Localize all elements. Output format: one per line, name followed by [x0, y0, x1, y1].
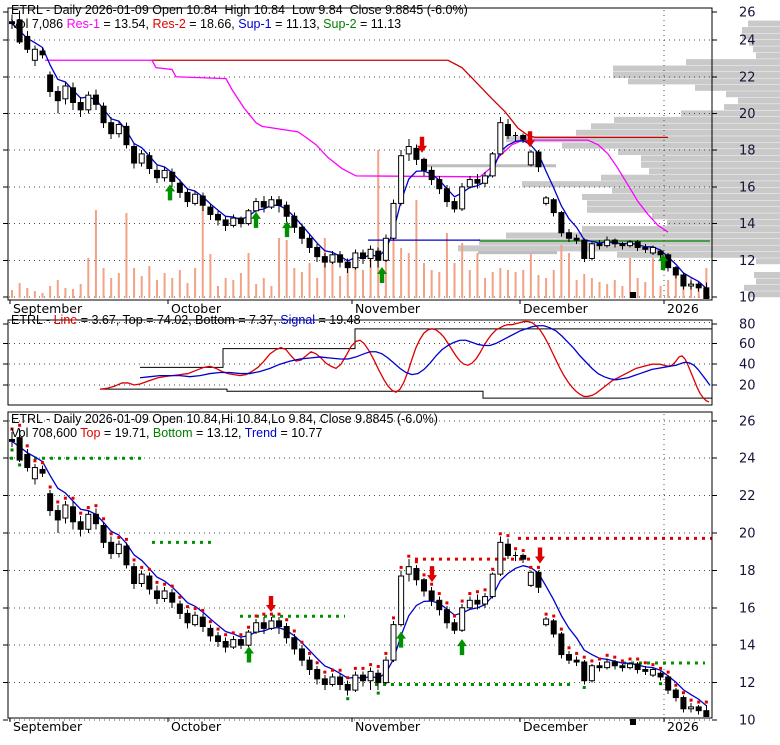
y-axis-label: 10 [739, 291, 756, 306]
indicator-text-part: Trend [244, 426, 277, 440]
y-axis-label: 20 [739, 379, 756, 394]
axis-square-marker [630, 719, 636, 725]
candlesticks [9, 10, 710, 299]
indicator-text-part: = 19.71, [100, 426, 153, 440]
volume-by-price-profile [458, 20, 780, 298]
x-axis: September October November December 2026 [9, 300, 699, 316]
x-axis-month-label: October [171, 301, 222, 316]
candlesticks [9, 428, 710, 717]
x-axis-month-label: October [171, 719, 222, 734]
oscillator-line [99, 320, 710, 403]
y-axis-label: 40 [739, 358, 756, 373]
x-axis-month-label: September [13, 301, 83, 316]
sell-signal-arrows [266, 547, 545, 613]
y-axis-label: 24 [739, 34, 756, 49]
top-panel-title: ETRL - Daily 2026-01-09 Open 10.84 High … [11, 3, 468, 17]
y-axis-label: 80 [739, 318, 756, 333]
y-axis: 80 60 40 20 [3, 318, 756, 394]
y-axis-label: 12 [739, 676, 756, 691]
oscillator-signal [139, 325, 711, 386]
buy-signal-arrows [244, 631, 467, 663]
buy-signal-arrows [165, 184, 668, 283]
indicator-text-part: Signal [280, 313, 316, 327]
oscillator-panel[interactable]: 80 60 40 20 [3, 318, 756, 406]
indicator-text-part: Sup-2 [323, 17, 357, 31]
indicator-text-part: = 10.77 [276, 426, 323, 440]
x-axis-month-label: December [523, 301, 589, 316]
axis-square-marker [630, 292, 636, 298]
y-axis-label: 20 [739, 527, 756, 542]
y-axis-label: 22 [739, 489, 756, 504]
x-axis-month-label: November [355, 301, 421, 316]
y-axis: 26 24 22 20 18 16 14 12 10 [3, 414, 756, 729]
y-axis-label: 26 [739, 414, 756, 429]
y-axis-label: 24 [739, 452, 756, 467]
y-axis-label: 18 [739, 564, 756, 579]
trend-line [11, 440, 707, 707]
gridlines [9, 322, 711, 386]
x-axis-month-label: November [355, 719, 421, 734]
low-price-markers [10, 448, 663, 701]
indicator-text-part: Bottom [152, 426, 193, 440]
y-axis: 26 24 22 20 18 16 14 12 10 [3, 6, 756, 306]
indicator-text-part: Vol 708,600 [11, 426, 81, 440]
sell-signal-arrows [417, 131, 535, 153]
volume-bars [11, 150, 708, 298]
x-axis-month-label: 2026 [667, 301, 699, 316]
indicator-text-part: ETRL - [11, 313, 54, 327]
y-axis-label: 16 [739, 601, 756, 616]
indicator-text-part: = 3.67, Top = 74.02, Bottom = 7.37, [77, 313, 281, 327]
y-axis-label: 22 [739, 70, 756, 85]
y-axis-label: 26 [739, 6, 756, 21]
y-axis-label: 16 [739, 180, 756, 195]
y-axis-label: 10 [739, 714, 756, 729]
x-axis-month-label: 2026 [667, 719, 699, 734]
y-axis-label: 20 [739, 107, 756, 122]
top-band [140, 328, 712, 368]
x-axis: September October November December 2026 [9, 718, 699, 734]
price-chart-panel-lower[interactable]: 26 24 22 20 18 16 14 12 10 September October Novemb… [3, 411, 756, 734]
bottom-band [100, 388, 712, 399]
x-axis-month-label: December [523, 719, 589, 734]
middle-panel-title: ETRL - Line = 3.67, Top = 74.02, Bottom … [11, 313, 361, 327]
indicator-text-part: = 19.48 [315, 313, 361, 327]
indicator-text-part: = 13.54, [99, 17, 153, 31]
indicator-text-part: Vol 7,086 [11, 17, 67, 31]
x-axis-month-label: September [13, 719, 83, 734]
y-axis-label: 12 [739, 254, 756, 269]
high-price-markers [10, 423, 708, 704]
price-chart-panel-daily[interactable]: 26 24 22 20 18 16 14 12 10 September October Novemb… [3, 6, 780, 317]
indicator-text-part: Line [53, 313, 78, 327]
bottom-panel-title: ETRL - Daily 2026-01-09 Open 10.84,Hi 10… [11, 412, 438, 426]
y-axis-label: 14 [739, 639, 756, 654]
resistance-1-line [45, 59, 669, 233]
indicator-text-part: = 11.13, [271, 17, 324, 31]
indicator-text-part: Res-1 [66, 17, 100, 31]
indicator-text-part: Top [80, 426, 101, 440]
indicator-text-part: = 11.13 [356, 17, 402, 31]
indicator-text-part: = 13.12, [192, 426, 245, 440]
top-panel-indicator-values: Vol 7,086 Res-1 = 13.54, Res-2 = 18.66, … [11, 17, 401, 31]
resistance-2-line [152, 59, 668, 139]
y-axis-label: 18 [739, 144, 756, 159]
y-axis-label: 14 [739, 217, 756, 232]
indicator-text-part: = 18.66, [185, 17, 239, 31]
bottom-panel-indicator-values: Vol 708,600 Top = 19.71, Bottom = 13.12,… [11, 426, 323, 440]
gridlines [9, 10, 711, 299]
y-axis-label: 60 [739, 337, 756, 352]
indicator-text-part: Res-2 [152, 17, 186, 31]
indicator-text-part: Sup-1 [238, 17, 272, 31]
gridlines [9, 414, 711, 721]
support-resistance-dotted-levels [10, 456, 712, 686]
